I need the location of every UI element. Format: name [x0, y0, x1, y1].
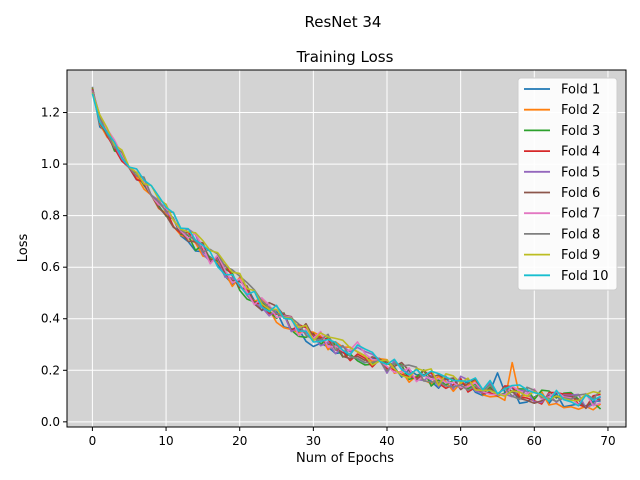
- legend-label: Fold 9: [561, 248, 600, 263]
- legend-label: Fold 6: [561, 186, 600, 201]
- plot-frame: [66, 69, 627, 428]
- x-tick-label: 10: [158, 434, 173, 448]
- y-tick-label: 1.0: [41, 157, 60, 171]
- series-line-fold-10: [91, 93, 601, 407]
- chart-title: Training Loss: [296, 48, 394, 66]
- x-tick-label: 0: [89, 434, 97, 448]
- legend-label: Fold 1: [561, 83, 600, 98]
- legend-label: Fold 3: [561, 124, 600, 139]
- legend-label: Fold 5: [561, 165, 600, 180]
- y-tick-label: 0.0: [41, 415, 60, 429]
- y-tick-label: 1.2: [41, 106, 60, 120]
- x-tick-label: 30: [306, 434, 321, 448]
- x-tick-label: 70: [600, 434, 615, 448]
- legend-label: Fold 10: [561, 269, 609, 284]
- series-line-fold-9: [91, 92, 601, 402]
- x-tick-label: 20: [232, 434, 247, 448]
- y-tick-label: 0.8: [41, 209, 60, 223]
- x-axis-ticks: 0 10 20 30 40 50 60 70: [89, 427, 616, 448]
- legend-label: Fold 2: [561, 103, 600, 118]
- y-tick-label: 0.2: [41, 363, 60, 377]
- series-lines: [91, 86, 602, 411]
- x-tick-label: 60: [527, 434, 542, 448]
- x-tick-label: 50: [453, 434, 468, 448]
- legend-label: Fold 8: [561, 227, 600, 242]
- y-tick-label: 0.4: [41, 312, 60, 326]
- series-line-fold-6: [91, 90, 601, 410]
- x-tick-label: 40: [379, 434, 394, 448]
- y-tick-label: 0.6: [41, 260, 60, 274]
- x-axis-label: Num of Epochs: [296, 451, 394, 466]
- legend-label: Fold 4: [561, 145, 600, 160]
- legend: Fold 1 Fold 2 Fold 3 Fold 4 Fold 5 Fold 6 Fold…: [517, 77, 618, 291]
- figure-suptitle: ResNet 34: [305, 13, 382, 31]
- y-axis-ticks: 0.0 0.2 0.4 0.6 0.8 1.0 1.2: [41, 106, 67, 429]
- legend-label: Fold 7: [561, 207, 600, 222]
- y-axis-label: Loss: [16, 234, 31, 263]
